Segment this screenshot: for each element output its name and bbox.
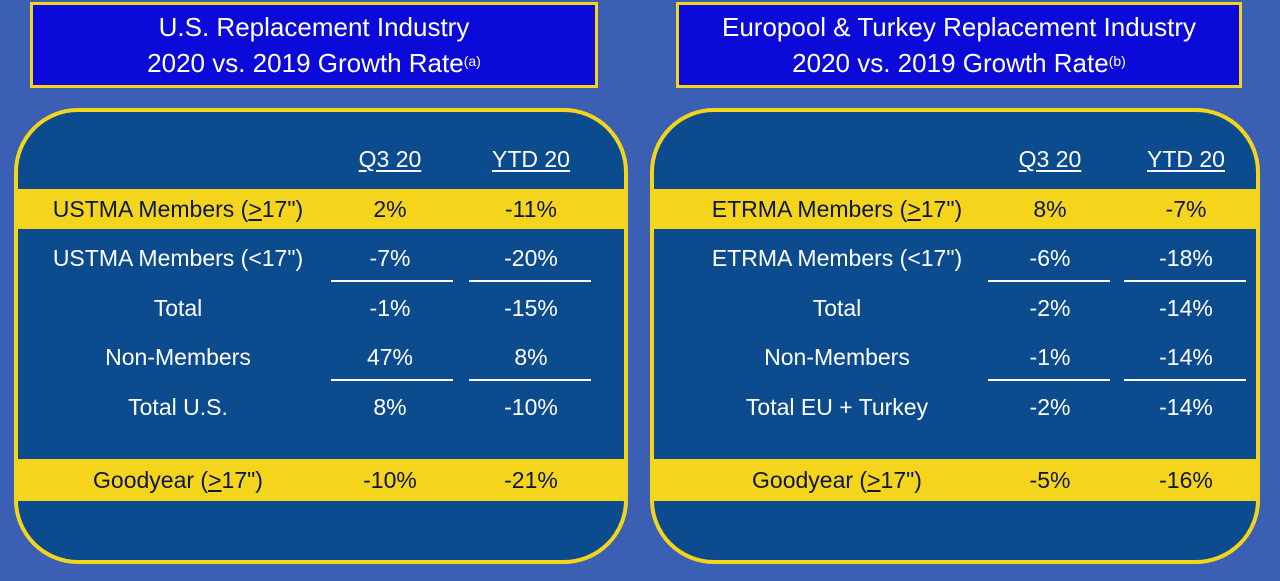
eu-row-label: Total EU + Turkey xyxy=(745,393,929,420)
us-row-ytd: -11% xyxy=(505,195,557,222)
us-title-footnote: (a) xyxy=(463,53,481,69)
eu-row-non-members: Non-Members -1% -14% xyxy=(654,337,1256,377)
us-row-label: Goodyear (>17") xyxy=(93,466,263,493)
us-title-line1: U.S. Replacement Industry xyxy=(158,12,470,42)
us-row-q3: -7% xyxy=(369,244,411,271)
us-row-goodyear: Goodyear (>17") -10% -21% xyxy=(18,459,624,501)
us-row-q3: 47% xyxy=(366,343,414,370)
us-total-rule-q3 xyxy=(331,379,453,381)
us-row-total: Total -1% -15% xyxy=(18,288,624,328)
eu-total-rule-ytd xyxy=(1124,379,1246,381)
us-row-q3: -1% xyxy=(369,294,411,321)
eu-row-ytd: -16% xyxy=(1159,466,1213,493)
eu-row-q3: -5% xyxy=(1029,466,1071,493)
us-row-ytd: -15% xyxy=(504,294,558,321)
us-row-label: USTMA Members (>17") xyxy=(52,195,304,222)
us-title-box: U.S. Replacement Industry 2020 vs. 2019 … xyxy=(30,2,598,88)
eu-title-line2: 2020 vs. 2019 Growth Rate(b) xyxy=(679,45,1239,81)
eu-table-panel: Q3 20 YTD 20 ETRMA Members (>17") 8% -7%… xyxy=(650,108,1260,564)
eu-row-ytd: -14% xyxy=(1159,393,1213,420)
eu-row-label: Total xyxy=(812,294,862,321)
eu-col-header-q3: Q3 20 xyxy=(1018,146,1082,172)
us-row-ytd: -10% xyxy=(504,393,558,420)
us-row-non-members: Non-Members 47% 8% xyxy=(18,337,624,377)
eu-row-goodyear: Goodyear (>17") -5% -16% xyxy=(654,459,1256,501)
eu-row-q3: -1% xyxy=(1029,343,1071,370)
us-row-ytd: 8% xyxy=(514,343,548,370)
us-subtotal-rule-ytd xyxy=(469,280,591,282)
us-subtotal-rule-q3 xyxy=(331,280,453,282)
us-row-members-large: USTMA Members (>17") 2% -11% xyxy=(18,189,624,229)
eu-row-q3: -2% xyxy=(1029,294,1071,321)
us-row-q3: 8% xyxy=(373,393,407,420)
us-row-members-small: USTMA Members (<17") -7% -20% xyxy=(18,238,624,278)
eu-row-q3: -6% xyxy=(1029,244,1071,271)
eu-subtotal-rule-ytd xyxy=(1124,280,1246,282)
us-title-line2: 2020 vs. 2019 Growth Rate(a) xyxy=(33,45,595,81)
eu-row-q3: -2% xyxy=(1029,393,1071,420)
us-row-q3: -10% xyxy=(363,466,417,493)
us-row-total-us: Total U.S. 8% -10% xyxy=(18,387,624,427)
eu-title-footnote: (b) xyxy=(1108,53,1126,69)
eu-row-ytd: -14% xyxy=(1159,343,1213,370)
us-row-label: Non-Members xyxy=(105,343,251,370)
us-row-ytd: -20% xyxy=(504,244,558,271)
eu-row-ytd: -14% xyxy=(1159,294,1213,321)
eu-title-box: Europool & Turkey Replacement Industry 2… xyxy=(676,2,1242,88)
us-table-panel: Q3 20 YTD 20 USTMA Members (>17") 2% -11… xyxy=(14,108,628,564)
eu-total-rule-q3 xyxy=(988,379,1110,381)
eu-subtotal-rule-q3 xyxy=(988,280,1110,282)
us-title-line2-text: 2020 vs. 2019 Growth Rate xyxy=(147,48,464,78)
eu-row-ytd: -18% xyxy=(1159,244,1213,271)
eu-title-line1: Europool & Turkey Replacement Industry xyxy=(721,12,1197,42)
eu-row-label: ETRMA Members (<17") xyxy=(711,244,963,271)
eu-row-members-small: ETRMA Members (<17") -6% -18% xyxy=(654,238,1256,278)
eu-row-total: Total -2% -14% xyxy=(654,288,1256,328)
us-col-header-ytd: YTD 20 xyxy=(492,146,570,172)
eu-row-total-eu-turkey: Total EU + Turkey -2% -14% xyxy=(654,387,1256,427)
us-row-label: Total U.S. xyxy=(128,393,228,420)
us-row-ytd: -21% xyxy=(504,466,558,493)
eu-row-label: Non-Members xyxy=(764,343,910,370)
eu-title-line2-text: 2020 vs. 2019 Growth Rate xyxy=(792,48,1109,78)
eu-row-q3: 8% xyxy=(1033,195,1067,222)
us-total-rule-ytd xyxy=(469,379,591,381)
us-row-label: USTMA Members (<17") xyxy=(52,244,304,271)
us-col-header-q3: Q3 20 xyxy=(358,146,422,172)
us-row-label: Total xyxy=(153,294,203,321)
eu-row-ytd: -7% xyxy=(1165,195,1207,222)
eu-row-label: ETRMA Members (>17") xyxy=(711,195,963,222)
us-row-q3: 2% xyxy=(373,195,407,222)
eu-row-label: Goodyear (>17") xyxy=(752,466,922,493)
eu-col-header-ytd: YTD 20 xyxy=(1147,146,1225,172)
eu-row-members-large: ETRMA Members (>17") 8% -7% xyxy=(654,189,1256,229)
